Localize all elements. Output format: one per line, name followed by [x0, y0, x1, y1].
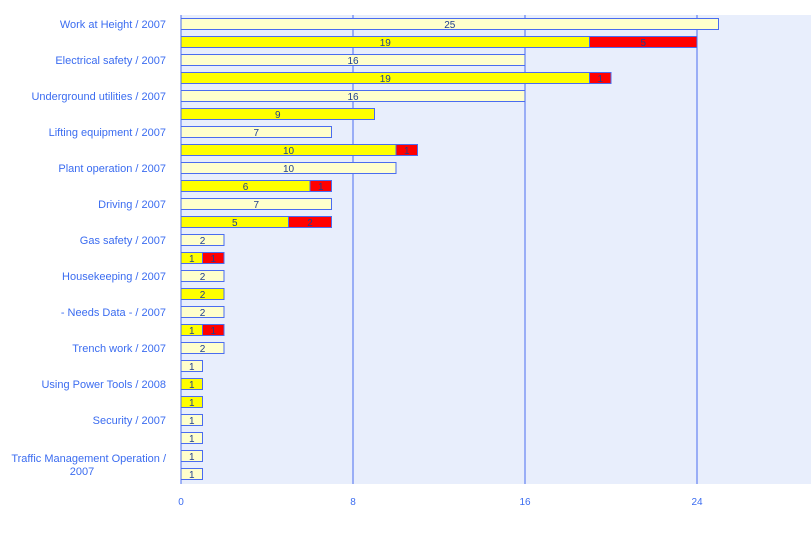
bar-yellow [180, 378, 203, 390]
data-label: 2 [200, 344, 206, 355]
bar-total [180, 270, 225, 282]
category-label: Housekeeping / 2007 [62, 271, 166, 283]
bar-red [395, 144, 418, 156]
plot-area [181, 15, 811, 484]
category-label: Using Power Tools / 2008 [41, 379, 166, 391]
data-label: 1 [210, 326, 216, 337]
bar-total [180, 198, 332, 210]
data-label: 1 [189, 470, 195, 481]
data-label: 7 [253, 200, 259, 211]
bar-total [180, 450, 203, 462]
bar-red [589, 72, 612, 84]
bar-yellow [180, 396, 203, 408]
data-label: 1 [189, 452, 195, 463]
data-label: 1 [189, 434, 195, 445]
bar-total [180, 432, 203, 444]
bar-red [202, 252, 225, 264]
data-label: 2 [200, 290, 206, 301]
data-label: 1 [189, 326, 195, 337]
data-label: 2 [200, 236, 206, 247]
data-label: 6 [243, 182, 249, 193]
x-tick-label: 24 [691, 497, 703, 508]
data-label: 10 [283, 164, 295, 175]
category-label: Traffic Management Operation / [11, 453, 167, 465]
category-label: Electrical safety / 2007 [55, 55, 166, 67]
data-label: 10 [283, 146, 295, 157]
data-label: 19 [380, 38, 392, 49]
data-label: 16 [347, 56, 359, 67]
data-label: 9 [275, 110, 281, 121]
bar-total [180, 468, 203, 480]
bar-total [180, 90, 526, 102]
category-label: Driving / 2007 [98, 199, 166, 211]
bar-total [180, 414, 203, 426]
category-label: Trench work / 2007 [72, 343, 166, 355]
category-label-line2: 2007 [70, 466, 94, 478]
category-label: Security / 2007 [93, 415, 166, 427]
data-label: 1 [189, 380, 195, 391]
data-label: 1 [318, 182, 324, 193]
bar-total [180, 18, 719, 30]
bar-total [180, 126, 332, 138]
data-label: 1 [597, 74, 603, 85]
data-label: 5 [640, 38, 646, 49]
bar-yellow [180, 108, 375, 120]
bar-total [180, 342, 225, 354]
bar-total [180, 162, 397, 174]
data-label: 1 [404, 146, 410, 157]
x-tick-label: 16 [519, 497, 531, 508]
data-label: 5 [232, 218, 238, 229]
bar-yellow [180, 288, 225, 300]
bar-total [180, 234, 225, 246]
bar-total [180, 306, 225, 318]
data-label: 25 [444, 20, 456, 31]
x-tick-label: 0 [178, 497, 184, 508]
data-label: 1 [189, 416, 195, 427]
bar-red [309, 180, 332, 192]
bar-red [589, 36, 698, 48]
data-label: 1 [189, 362, 195, 373]
bar-red [202, 324, 225, 336]
x-tick-label: 8 [350, 497, 356, 508]
data-label: 2 [200, 272, 206, 283]
category-label: Gas safety / 2007 [80, 235, 166, 247]
data-label: 1 [210, 254, 216, 265]
bar-red [288, 216, 332, 228]
category-label: Plant operation / 2007 [58, 163, 166, 175]
data-label: 16 [347, 92, 359, 103]
bar-total [180, 54, 526, 66]
category-label: Work at Height / 2007 [60, 19, 166, 31]
data-label: 2 [307, 218, 313, 229]
data-label: 1 [189, 254, 195, 265]
data-label: 7 [253, 128, 259, 139]
category-label: Underground utilities / 2007 [31, 91, 166, 103]
data-label: 2 [200, 308, 206, 319]
category-label: - Needs Data - / 2007 [61, 307, 166, 319]
category-label: Lifting equipment / 2007 [49, 127, 166, 139]
bar-total [180, 360, 203, 372]
data-label: 1 [189, 398, 195, 409]
data-label: 19 [380, 74, 392, 85]
